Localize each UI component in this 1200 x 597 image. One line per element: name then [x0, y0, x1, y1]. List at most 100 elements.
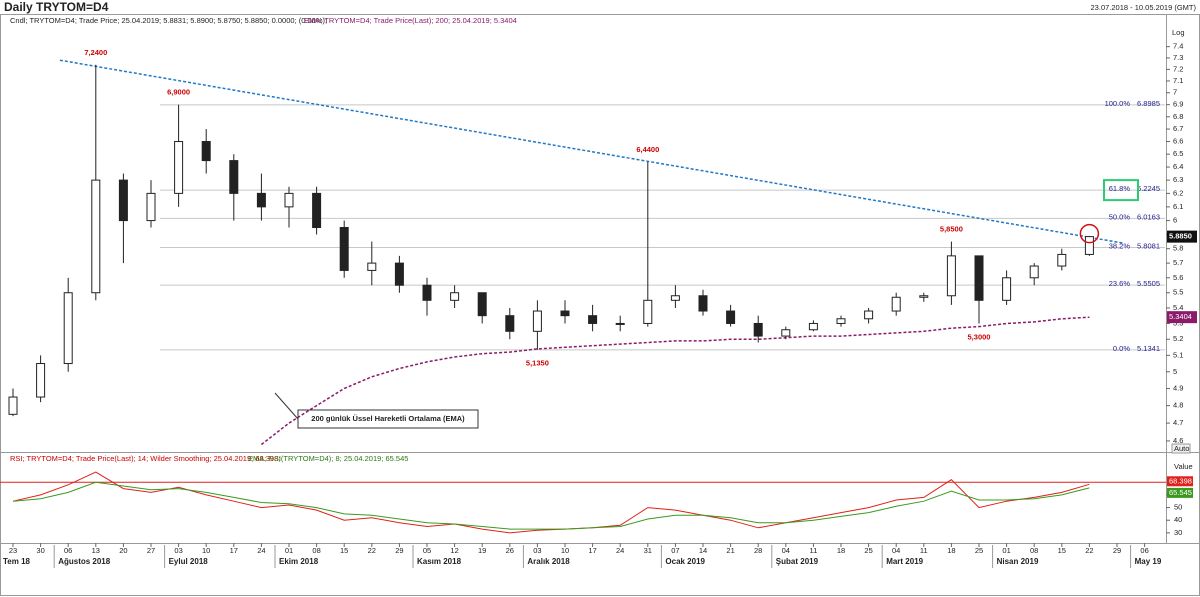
- candle-body: [670, 295, 680, 301]
- rsi-tag-label: 68.398: [1169, 476, 1192, 485]
- fib-value: 6.8985: [1137, 99, 1160, 108]
- chart-title: Daily TRYTOM=D4: [4, 0, 109, 14]
- ema-line: [260, 316, 1090, 446]
- y-tick-label: 4.9: [1173, 384, 1183, 393]
- x-tick-label: 30: [36, 546, 44, 555]
- x-tick-label: 11: [810, 546, 818, 555]
- legend-price: Cndl; TRYTOM=D4; Trade Price; 25.04.2019…: [10, 16, 327, 25]
- fib-value: 5.1341: [1137, 344, 1160, 353]
- fib-value: 6.0163: [1137, 212, 1160, 221]
- auto-button[interactable]: [1171, 443, 1191, 454]
- x-tick-label: 21: [726, 546, 734, 555]
- candle-body: [118, 179, 128, 222]
- ema-tag: [1167, 311, 1197, 324]
- peak-label: 6,4400: [636, 145, 659, 154]
- x-tick-label: 01: [1002, 546, 1010, 555]
- y-tick-label: 6.9: [1173, 100, 1183, 109]
- candle-body: [698, 295, 708, 312]
- x-tick-label: 18: [947, 546, 955, 555]
- x-tick-label: 03: [174, 546, 182, 555]
- fib-label: 0.0%: [1113, 344, 1130, 353]
- fib-value: 5.5505: [1137, 279, 1160, 288]
- ema-note: 200 günlük Üssel Hareketli Ortalama (EMA…: [311, 414, 465, 423]
- candle-body: [864, 310, 874, 320]
- rsi-axis-label: Value: [1174, 462, 1193, 471]
- month-label: Eylul 2018: [169, 557, 209, 566]
- y-tick-label: 5: [1173, 367, 1177, 376]
- candle-body: [229, 160, 239, 194]
- x-tick-label: 27: [147, 546, 155, 555]
- candle-body: [643, 299, 653, 324]
- x-tick-label: 11: [920, 546, 928, 555]
- x-tick-label: 08: [312, 546, 320, 555]
- y-tick-label: 5.1: [1173, 350, 1183, 359]
- month-label: Mart 2019: [886, 557, 923, 566]
- candle-body: [753, 322, 763, 337]
- x-tick-label: 22: [1085, 546, 1093, 555]
- x-tick-label: 19: [478, 546, 486, 555]
- candle-body: [615, 322, 625, 325]
- x-tick-label: 15: [1058, 546, 1066, 555]
- legend-ema: EMA; TRYTOM=D4; Trade Price(Last); 200; …: [304, 16, 517, 25]
- candle-body: [174, 141, 184, 194]
- x-tick-label: 13: [92, 546, 100, 555]
- y-tick-label: 5.5: [1173, 288, 1183, 297]
- x-tick-label: 01: [285, 546, 293, 555]
- fib-label: 23.6%: [1109, 279, 1131, 288]
- candle-body: [726, 310, 736, 324]
- ema-tag-label: 5.3404: [1169, 312, 1192, 321]
- x-tick-label: 06: [1140, 546, 1148, 555]
- y-tick-label: 6: [1173, 216, 1177, 225]
- y-tick-label: 6.3: [1173, 175, 1183, 184]
- y-tick-label: 7.3: [1173, 53, 1183, 62]
- y-tick-label: 7: [1173, 88, 1177, 97]
- x-tick-label: 26: [506, 546, 514, 555]
- candle-body: [367, 262, 377, 271]
- x-tick-label: 28: [754, 546, 762, 555]
- date-range: 23.07.2018 - 10.05.2019 (GMT): [1091, 3, 1197, 12]
- fib-label: 38.2%: [1109, 242, 1131, 251]
- rsi-line: [12, 471, 1090, 534]
- peak-label: 6,9000: [167, 88, 190, 97]
- candle-body: [974, 255, 984, 301]
- candle-body: [891, 296, 901, 312]
- candle-body: [256, 192, 266, 208]
- candle-body: [946, 255, 956, 297]
- x-tick-label: 25: [975, 546, 983, 555]
- month-label: Aralık 2018: [527, 557, 570, 566]
- y-tick-label: 4.8: [1173, 401, 1183, 410]
- x-tick-label: 17: [230, 546, 238, 555]
- fib-value: 6.2245: [1137, 184, 1160, 193]
- candle-body: [781, 329, 791, 337]
- x-tick-label: 03: [533, 546, 541, 555]
- candle-body: [394, 262, 404, 286]
- x-tick-label: 15: [340, 546, 348, 555]
- auto-label: Auto: [1174, 444, 1189, 453]
- candle-body: [919, 295, 929, 298]
- candle-body: [1029, 265, 1039, 279]
- y-tick-label: 6.6: [1173, 137, 1183, 146]
- candle-body: [1057, 253, 1067, 267]
- y-tick-label: 7.2: [1173, 64, 1183, 73]
- month-label: Şubat 2019: [776, 557, 819, 566]
- x-tick-label: 06: [64, 546, 72, 555]
- peak-label: 5,3000: [968, 332, 991, 341]
- x-tick-label: 22: [368, 546, 376, 555]
- candle-body: [339, 227, 349, 271]
- ema-note-connector: [274, 392, 299, 420]
- y-tick-label: 4.7: [1173, 418, 1183, 427]
- x-tick-label: 12: [450, 546, 458, 555]
- candle-body: [201, 141, 211, 162]
- y-tick-label: 6.2: [1173, 188, 1183, 197]
- legend-rsi: RSI; TRYTOM=D4; Trade Price(Last); 14; W…: [10, 454, 280, 463]
- x-tick-label: 29: [395, 546, 403, 555]
- x-tick-label: 10: [202, 546, 210, 555]
- x-tick-label: 07: [671, 546, 679, 555]
- x-tick-label: 18: [837, 546, 845, 555]
- x-tick-label: 23: [9, 546, 17, 555]
- x-tick-label: 14: [699, 546, 707, 555]
- x-tick-label: 24: [257, 546, 265, 555]
- rsi-tick-label: 50: [1174, 503, 1182, 512]
- candle-body: [532, 310, 542, 332]
